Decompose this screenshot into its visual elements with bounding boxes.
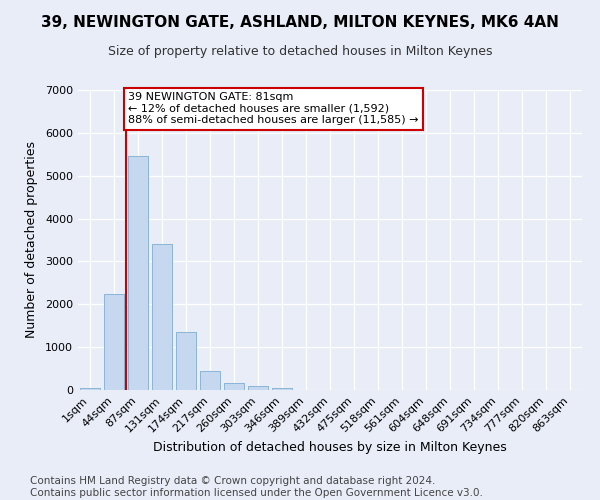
Text: Contains HM Land Registry data © Crown copyright and database right 2024.
Contai: Contains HM Land Registry data © Crown c…	[30, 476, 483, 498]
Bar	[104, 294, 124, 390]
Bar	[248, 386, 268, 390]
Bar	[200, 370, 220, 390]
Bar	[80, 388, 100, 390]
Bar	[272, 388, 292, 390]
Bar	[224, 382, 244, 390]
Bar	[152, 244, 172, 390]
X-axis label: Distribution of detached houses by size in Milton Keynes: Distribution of detached houses by size …	[153, 441, 507, 454]
Y-axis label: Number of detached properties: Number of detached properties	[25, 142, 38, 338]
Bar	[176, 332, 196, 390]
Text: 39 NEWINGTON GATE: 81sqm
← 12% of detached houses are smaller (1,592)
88% of sem: 39 NEWINGTON GATE: 81sqm ← 12% of detach…	[128, 92, 419, 126]
Text: Size of property relative to detached houses in Milton Keynes: Size of property relative to detached ho…	[108, 45, 492, 58]
Bar	[128, 156, 148, 390]
Text: 39, NEWINGTON GATE, ASHLAND, MILTON KEYNES, MK6 4AN: 39, NEWINGTON GATE, ASHLAND, MILTON KEYN…	[41, 15, 559, 30]
